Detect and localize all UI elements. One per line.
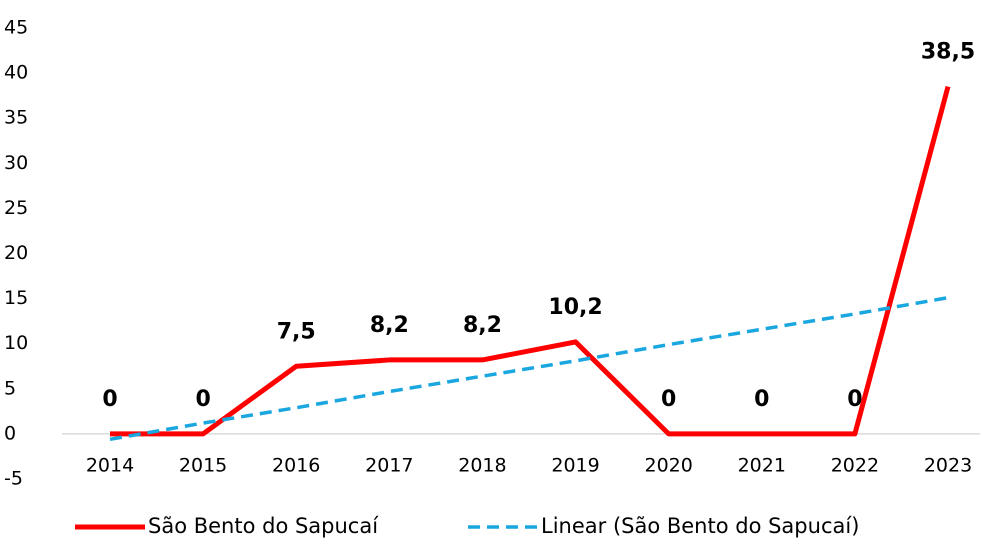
y-tick-label: 5 [4, 377, 16, 399]
x-tick-label: 2019 [551, 455, 599, 477]
data-label: 0 [661, 387, 676, 412]
data-label: 8,2 [463, 313, 502, 338]
y-tick-label: 25 [4, 197, 28, 219]
y-tick-label: 10 [4, 332, 28, 354]
data-label: 0 [195, 387, 210, 412]
y-tick-label: -5 [4, 468, 23, 490]
data-label: 8,2 [370, 313, 409, 338]
legend-label: São Bento do Sapucaí [148, 514, 379, 538]
data-label: 0 [847, 387, 862, 412]
y-tick-label: 0 [4, 422, 16, 444]
legend-label: Linear (São Bento do Sapucaí) [541, 514, 859, 538]
data-line [110, 85, 951, 437]
x-tick-label: 2014 [86, 455, 134, 477]
y-tick-label: 35 [4, 107, 28, 129]
x-tick-label: 2017 [365, 455, 413, 477]
x-tick-label: 2018 [458, 455, 506, 477]
x-tick-label: 2022 [831, 455, 879, 477]
y-tick-label: 15 [4, 287, 28, 309]
x-tick-label: 2016 [272, 455, 320, 477]
data-label: 38,5 [921, 40, 975, 65]
data-label: 7,5 [277, 319, 316, 344]
x-tick-label: 2020 [644, 455, 692, 477]
x-tick-label: 2021 [738, 455, 786, 477]
data-label: 0 [102, 387, 117, 412]
y-tick-label: 30 [4, 152, 28, 174]
data-label: 0 [754, 387, 769, 412]
data-label: 10,2 [548, 295, 602, 320]
y-tick-label: 40 [4, 62, 28, 84]
y-tick-label: 20 [4, 242, 28, 264]
y-tick-label: 45 [4, 17, 28, 39]
x-tick-label: 2015 [179, 455, 227, 477]
x-tick-label: 2023 [924, 455, 972, 477]
trend-line [109, 295, 949, 442]
